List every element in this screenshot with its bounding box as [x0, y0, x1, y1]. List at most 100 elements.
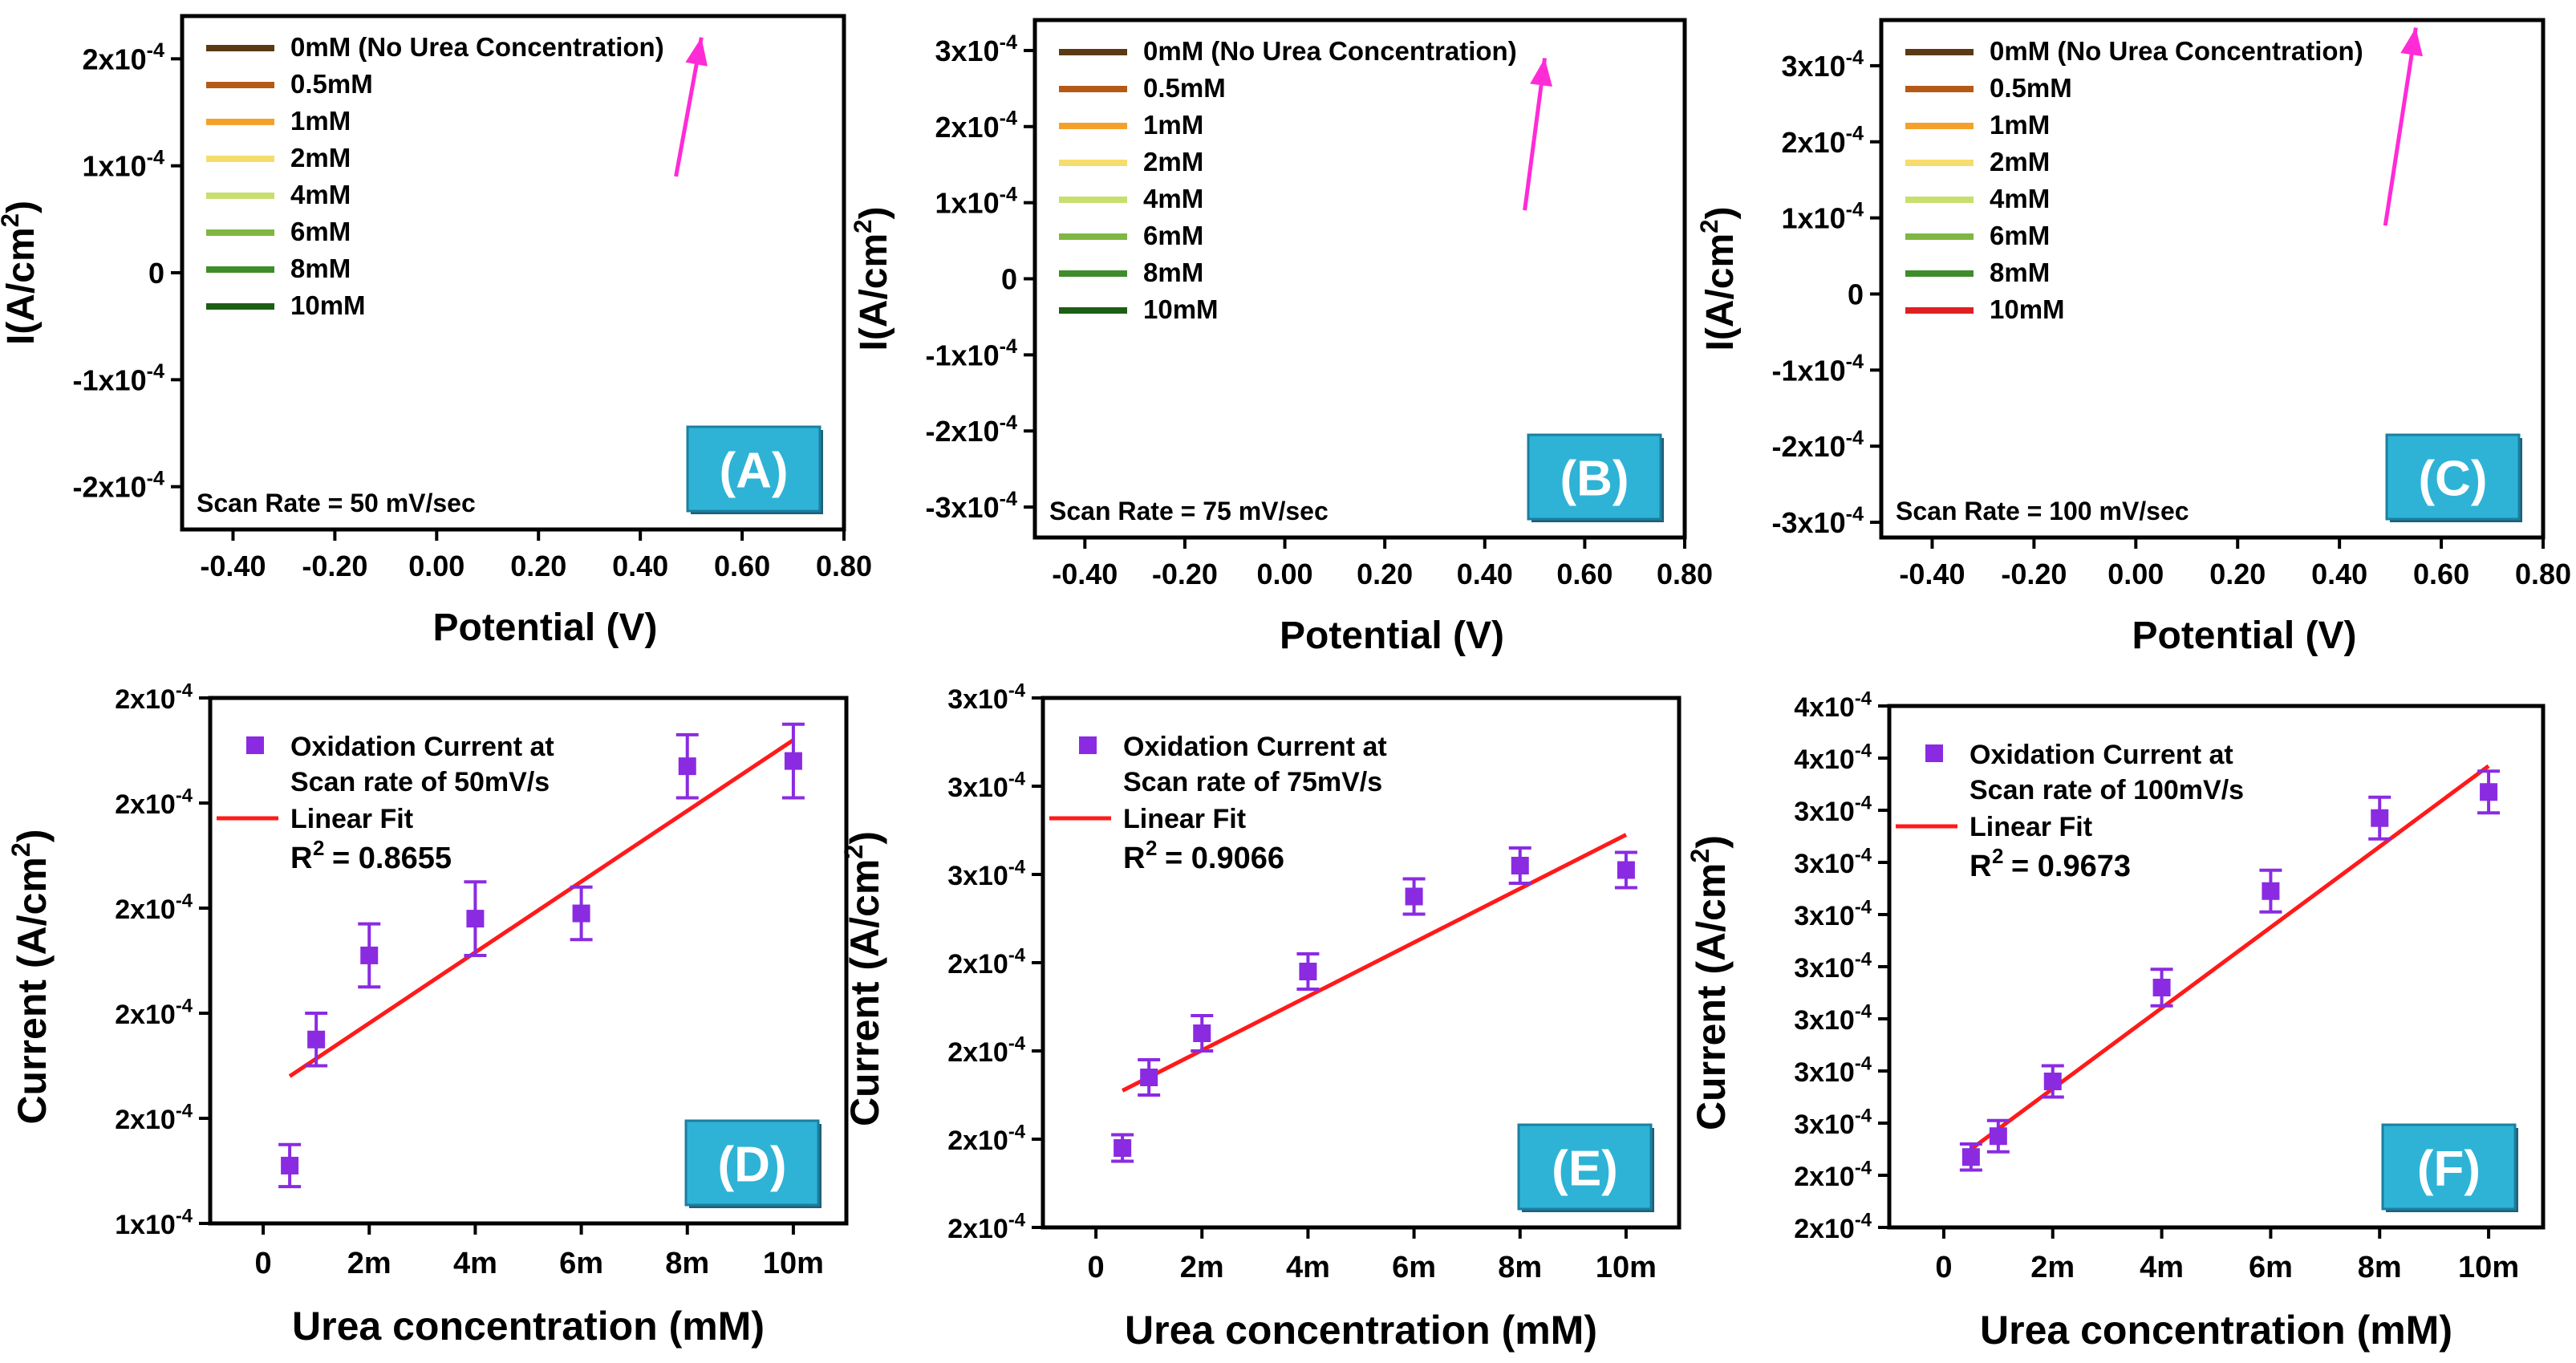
y-tick-label: 2x10-4: [115, 996, 193, 1030]
legend-text: Scan rate of 50mV/s: [290, 767, 550, 797]
r2-symbol: R: [1970, 850, 1991, 883]
scan-rate-note: Scan Rate = 50 mV/sec: [197, 489, 476, 517]
x-tick-label: 0.20: [510, 550, 566, 582]
trend-arrow-line: [2383, 27, 2418, 226]
fit-panel-D: 0 2m 4m 6m 8m 10m 1x10-4 2x10-4 2x10-4 2x10-4 2x10…: [6, 680, 849, 1349]
legend-entry: 1mM: [1143, 110, 1203, 140]
legend-fit-text: Linear Fit: [1123, 804, 1246, 834]
x-tick-label: 0.60: [2413, 558, 2469, 590]
x-tick-label: 0.40: [2311, 558, 2367, 590]
x-axis-title: Urea concentration (mM): [292, 1304, 765, 1349]
x-tick-label: 10m: [2458, 1251, 2519, 1284]
legend: Oxidation Current at Scan rate of 100mV/s…: [1896, 740, 2244, 842]
data-point: [360, 946, 379, 964]
badge-box: [686, 425, 821, 513]
scan-rate-note: Scan Rate = 100 mV/sec: [1896, 497, 2189, 525]
legend-entry: 6mM: [1990, 221, 2050, 250]
panel-label: (D): [717, 1138, 786, 1193]
legend-entry: 1mM: [1990, 110, 2050, 140]
badge-box: [684, 1119, 820, 1207]
badge-box: [1517, 1123, 1653, 1211]
y-tick-label: 3x10-4: [1794, 949, 1872, 984]
y-tick-label: -3x10-4: [1772, 503, 1864, 539]
cv-panel-C: -0.40 -0.20 0.00 0.20 0.40 0.60 0.80 3x10-4 2x10…: [1695, 20, 2571, 657]
data-point: [2371, 809, 2389, 827]
y-tick-label: -1x10-4: [926, 335, 1017, 371]
trend-arrow-head: [685, 37, 708, 67]
x-tick-label: 2m: [2030, 1251, 2075, 1284]
y-tick-label: 3x10-4: [1794, 1105, 1872, 1140]
x-tick-label: 0.60: [1556, 558, 1613, 590]
y-tick-label: 3x10-4: [1794, 1053, 1872, 1088]
panel-label-badge: (E): [1517, 1123, 1654, 1212]
legend-entry: 10mM: [290, 290, 366, 320]
legend-entry: 4mM: [1143, 184, 1203, 213]
badge-box: [1527, 433, 1662, 521]
legend-entry: 10mM: [1143, 294, 1219, 324]
y-axis-title: I(A/cm2): [0, 201, 43, 345]
y-tick-label: 1x10-4: [115, 1206, 193, 1240]
x-tick-label: 0: [255, 1247, 272, 1280]
x-tick-label: 0.20: [1357, 558, 1413, 590]
legend-entry: 8mM: [290, 254, 351, 283]
legend-entry: 8mM: [1143, 258, 1203, 287]
x-tick-label: 0.40: [612, 550, 668, 582]
r2-value: = 0.9066: [1165, 842, 1284, 875]
x-tick-label: 2m: [1180, 1251, 1224, 1284]
x-tick-label: 0.20: [2209, 558, 2266, 590]
legend: 0mM (No Urea Concentration) 0.5mM 1mM 2mM 4m…: [1905, 36, 2363, 324]
x-tick-label: 2m: [347, 1247, 391, 1280]
legend-marker: [246, 736, 264, 754]
y-tick-label: -2x10-4: [1772, 427, 1864, 463]
legend-marker: [1079, 736, 1097, 754]
trend-arrow-head: [2400, 27, 2423, 57]
y-tick-label: 2x10-4: [947, 945, 1026, 980]
legend-fit-text: Linear Fit: [290, 804, 413, 834]
y-tick-label: 3x10-4: [1794, 793, 1872, 827]
panel-label-badge: (B): [1527, 433, 1664, 522]
y-axis-title: Current (A/cm2): [1686, 835, 1734, 1130]
legend-entry: 0mM (No Urea Concentration): [1990, 36, 2363, 66]
legend-text: Oxidation Current at: [1970, 740, 2233, 770]
x-tick-label: 4m: [2140, 1251, 2184, 1284]
y-tick-label: 4x10-4: [1794, 740, 1872, 775]
y-tick-label: -2x10-4: [926, 412, 1017, 448]
x-tick-label: -0.20: [302, 550, 367, 582]
x-axis-title: Potential (V): [2132, 615, 2356, 657]
x-tick-label: 0.00: [408, 550, 464, 582]
data-point: [784, 752, 802, 770]
x-tick-label: 0: [1935, 1251, 1952, 1284]
y-axis-title: I(A/cm2): [849, 206, 895, 351]
x-axis-title: Urea concentration (mM): [1125, 1308, 1597, 1353]
y-tick-label: 3x10-4: [935, 31, 1018, 67]
panel-label-badge: (A): [686, 425, 823, 514]
y-tick-label: 3x10-4: [947, 857, 1026, 891]
legend: 0mM (No Urea Concentration) 0.5mM 1mM 2mM 4m…: [206, 32, 664, 320]
legend-text: Scan rate of 75mV/s: [1123, 767, 1382, 797]
legend-entry: 10mM: [1990, 294, 2065, 324]
x-tick-label: 0.80: [2515, 558, 2571, 590]
legend-text: Oxidation Current at: [290, 732, 554, 762]
data-point: [281, 1156, 299, 1174]
panel-label: (B): [1560, 452, 1629, 507]
y-tick-label: 0: [1001, 263, 1017, 296]
x-tick-label: -0.40: [200, 550, 266, 582]
r2-value: = 0.8655: [332, 842, 452, 875]
r-squared: R 2 = 0.9673: [1970, 844, 2131, 883]
legend: Oxidation Current at Scan rate of 50mV/s L…: [217, 732, 554, 834]
x-tick-label: 6m: [559, 1247, 603, 1280]
x-tick-label: 0.80: [1657, 558, 1713, 590]
x-tick-label: 10m: [763, 1247, 824, 1280]
y-tick-label: 3x10-4: [1794, 845, 1872, 879]
data-point: [1961, 1148, 1980, 1166]
data-point: [2262, 882, 2280, 900]
linear-fit-line: [1121, 833, 1628, 1093]
y-tick-label: 2x10-4: [83, 39, 165, 75]
trend-arrow-head: [1530, 58, 1552, 87]
r2-symbol: R: [290, 842, 312, 875]
panel-label: (A): [719, 444, 788, 499]
x-tick-label: 6m: [2249, 1251, 2293, 1284]
legend-entry: 6mM: [290, 217, 351, 246]
y-tick-label: 2x10-4: [115, 890, 193, 925]
cv-panel-A: -0.40 -0.20 0.00 0.20 0.40 0.60 0.80 2x10-4 1x10…: [0, 16, 872, 649]
